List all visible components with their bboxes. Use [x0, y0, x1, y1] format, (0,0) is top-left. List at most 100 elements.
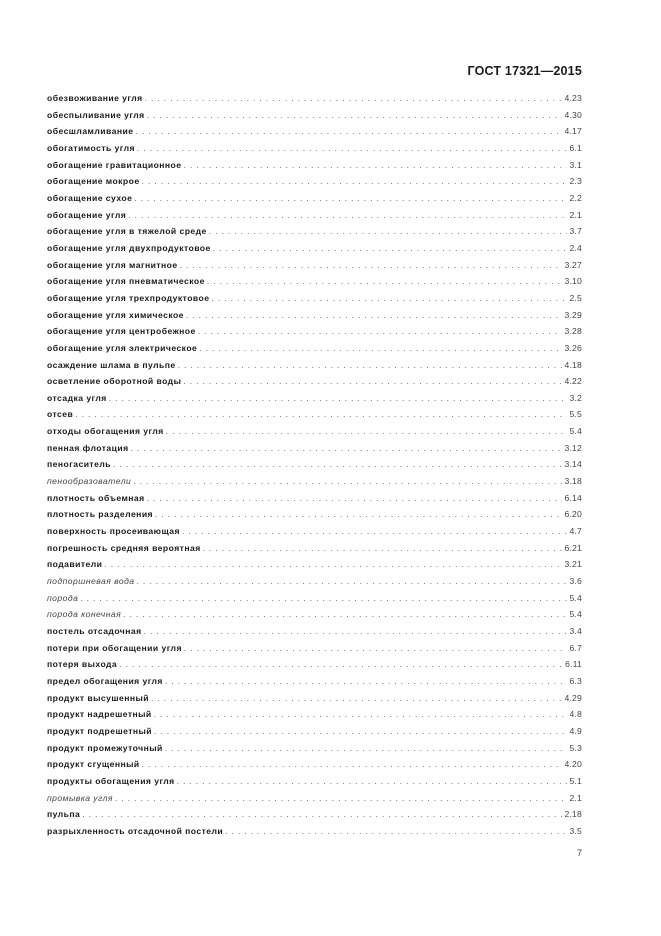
index-term: обогащение гравитационное	[47, 159, 182, 170]
index-reference: 3.6	[569, 576, 582, 587]
index-term: погрешность средняя вероятная	[47, 542, 201, 553]
dot-leader	[213, 243, 568, 253]
dot-leader	[131, 443, 563, 453]
index-term: продукт высушенный	[47, 692, 150, 703]
index-term: отсев	[47, 409, 74, 420]
index-entry: обезвоживание угля 4.23	[47, 93, 582, 110]
index-entry: пеногаситель 3.14	[47, 459, 582, 476]
index-entry: пенообразователи 3.18	[47, 476, 582, 493]
index-term: плотность разделения	[47, 509, 154, 520]
index-entry: осаждение шлама в пульпе 4.18	[47, 360, 582, 377]
dot-leader	[184, 643, 568, 653]
index-entry: пульпа 2.18	[47, 809, 582, 826]
dot-leader	[178, 360, 563, 370]
dot-leader	[80, 593, 567, 603]
index-term: плотность объемная	[47, 492, 145, 503]
index-term: обогащение сухое	[47, 192, 133, 203]
index-entry: обесшламливание 4.17	[47, 126, 582, 143]
index-reference: 6.14	[564, 492, 582, 503]
index-reference: 3.10	[564, 276, 582, 287]
dot-leader	[177, 776, 568, 786]
dot-leader	[154, 709, 568, 719]
index-entry: потери при обогащении угля 6.7	[47, 643, 582, 660]
index-reference: 2.1	[569, 209, 582, 220]
index-term: обогащение угля	[47, 209, 127, 220]
index-reference: 3.18	[564, 476, 582, 487]
index-entry: предел обогащения угля 6.3	[47, 676, 582, 693]
dot-leader	[134, 193, 567, 203]
dot-leader	[119, 659, 563, 669]
index-entry: промывка угля 2.1	[47, 793, 582, 810]
index-reference: 4.30	[564, 109, 582, 120]
index-reference: 5.3	[569, 742, 582, 753]
index-term: обезвоживание угля	[47, 93, 143, 103]
index-entry: обогащение угля двухпродуктовое 2.4	[47, 243, 582, 260]
index-reference: 3.28	[564, 326, 582, 337]
index-term: обогащение угля трехпродуктовое	[47, 292, 210, 303]
index-reference: 3.29	[564, 309, 582, 320]
index-reference: 4.17	[564, 126, 582, 137]
index-entry: поверхность просеивающая 4.7	[47, 526, 582, 543]
index-term: продукт подрешетный	[47, 725, 153, 736]
index-reference: 6.20	[564, 509, 582, 520]
dot-leader	[75, 409, 567, 419]
index-entry: потеря выхода 6.11	[47, 659, 582, 676]
dot-leader	[151, 693, 562, 703]
index-entry: постель отсадочная 3.4	[47, 626, 582, 643]
dot-leader	[154, 726, 567, 736]
index-term: продукт сгущенный	[47, 759, 140, 770]
index-term: осаждение шлама в пульпе	[47, 359, 176, 370]
index-term: потеря выхода	[47, 659, 118, 670]
index-reference: 6.3	[569, 675, 582, 686]
dot-leader	[199, 343, 562, 353]
index-reference: 3.27	[564, 259, 582, 270]
dot-leader	[225, 826, 567, 836]
dot-leader	[198, 326, 563, 336]
index-reference: 4.7	[569, 526, 582, 537]
index-reference: 3.14	[564, 459, 582, 470]
dot-leader	[137, 576, 568, 586]
index-reference: 3.21	[564, 559, 582, 570]
index-reference: 3.7	[569, 226, 582, 237]
index-entry: пенная флотация 3.12	[47, 443, 582, 460]
index-reference: 4.23	[564, 93, 582, 103]
index-term: отходы обогащения угля	[47, 426, 164, 437]
index-reference: 4.8	[569, 709, 582, 720]
index-reference: 5.4	[569, 426, 582, 437]
dot-leader	[209, 226, 568, 236]
index-reference: 5.4	[569, 592, 582, 603]
index-entry: продукт промежуточный 5.3	[47, 743, 582, 760]
dot-leader	[166, 426, 568, 436]
index-reference: 2.2	[569, 192, 582, 203]
dot-leader	[180, 260, 563, 270]
index-entry: обогатимость угля 6.1	[47, 143, 582, 160]
index-reference: 2.1	[569, 792, 582, 803]
index-entry: обогащение угля пневматическое 3.10	[47, 276, 582, 293]
index-reference: 4.22	[564, 376, 582, 387]
dot-leader	[186, 310, 563, 320]
index-entry: порода 5.4	[47, 593, 582, 610]
dot-leader	[104, 559, 562, 569]
index-entry: обогащение угля магнитное 3.27	[47, 260, 582, 277]
index-term: подпоршневая вода	[47, 576, 135, 587]
index-entry: обогащение угля в тяжелой среде 3.7	[47, 226, 582, 243]
index-entry: продукт подрешетный 4.9	[47, 726, 582, 743]
index-reference: 2.18	[564, 809, 582, 820]
index-entry: отсев 5.5	[47, 409, 582, 426]
dot-leader	[142, 759, 563, 769]
index-reference: 3.26	[564, 342, 582, 353]
index-reference: 2.3	[569, 176, 582, 187]
index-term: обеспыливание угля	[47, 109, 145, 120]
dot-leader	[128, 210, 567, 220]
index-term: разрыхленность отсадочной постели	[47, 825, 224, 836]
dot-leader	[135, 126, 562, 136]
index-entry: обогащение угля электрическое 3.26	[47, 343, 582, 360]
index-reference: 3.2	[569, 392, 582, 403]
index-entry: плотность разделения 6.20	[47, 509, 582, 526]
index-term: обогащение угля центробежное	[47, 326, 196, 337]
dot-leader	[144, 626, 568, 636]
index-reference: 6.21	[564, 542, 582, 553]
index-entry: разрыхленность отсадочной постели 3.5	[47, 826, 582, 843]
index-term: продукт надрешетный	[47, 709, 152, 720]
index-entry: обогащение угля химическое 3.29	[47, 310, 582, 327]
